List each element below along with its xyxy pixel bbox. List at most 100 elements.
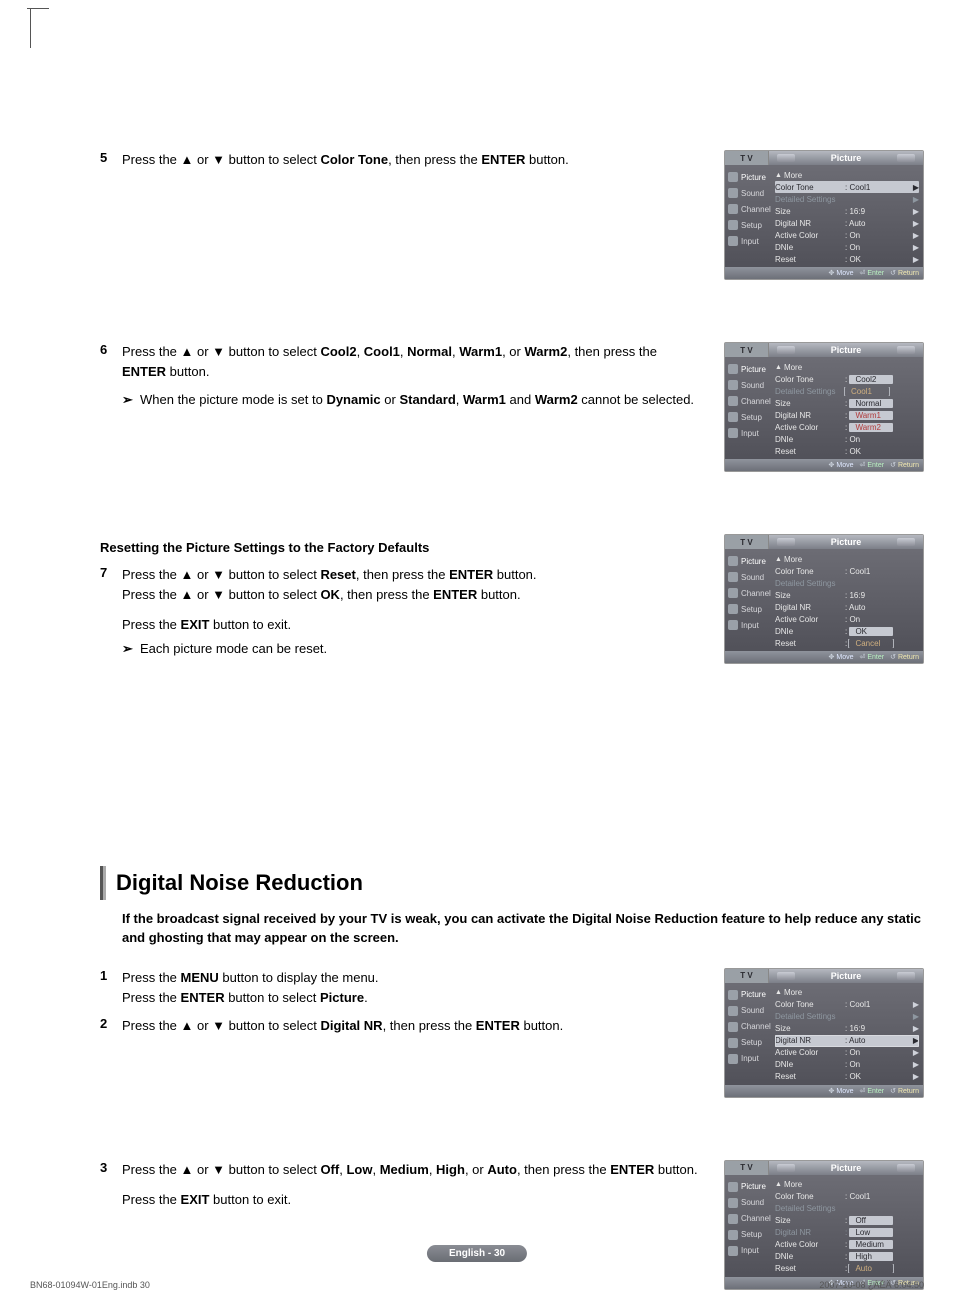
tv-more: ▲More (775, 361, 919, 373)
t: Press the (122, 970, 181, 985)
lbl: Detailed Settings (775, 1204, 843, 1213)
tv-row-detailed: Detailed Settings (775, 1203, 919, 1215)
tv-main: ▲More Color Tone: Cool1▶ Detailed Settin… (769, 983, 923, 1085)
val: : Off (843, 1216, 919, 1225)
t: Move (836, 1088, 853, 1095)
t: button. (525, 152, 568, 167)
tv-row-size: Size: Normal (775, 397, 919, 409)
tv-side-sound: Sound (727, 569, 767, 585)
input-icon (728, 620, 738, 630)
tv-row-active: Active Color: On▶ (775, 1047, 919, 1059)
tv-footer: ✥Move⏎Enter↺Return (725, 459, 923, 471)
channel-icon (728, 396, 738, 406)
t: Cool1 (364, 344, 400, 359)
t: Press the (122, 617, 181, 632)
foot-return: ↺Return (890, 1087, 919, 1095)
lbl: Size (775, 399, 843, 408)
foot-enter: ⏎Enter (860, 653, 885, 661)
val: : Cool2 (843, 375, 919, 384)
opt: OK (849, 627, 893, 636)
chevron-right-icon: ▶ (911, 1048, 919, 1057)
lbl: Input (741, 1054, 759, 1063)
tv-badge: T V (725, 343, 769, 357)
lbl: Active Color (775, 615, 843, 624)
t: button to display the menu. (219, 970, 379, 985)
tv-menu-4: T VPicture Picture Sound Channel Setup I… (724, 968, 924, 1098)
tv-row-reset: Reset: Auto (775, 1263, 919, 1275)
lbl: More (784, 171, 802, 180)
lbl: DNIe (775, 627, 843, 636)
up-caret-icon: ▲ (775, 989, 782, 996)
tv-row-active: Active Color: Warm2 (775, 421, 919, 433)
tv-title: Picture (769, 1161, 923, 1175)
lbl: Digital NR (775, 603, 843, 612)
val: : 16:9 (843, 207, 911, 216)
tv-side-input: Input (727, 425, 767, 441)
t: , then press the (388, 152, 481, 167)
step-7: 7 Press the ▲ or ▼ button to select Rese… (100, 565, 704, 605)
tv-row-size: Size: 16:9▶ (775, 1023, 919, 1035)
foot-move: ✥Move (829, 461, 854, 469)
tv-row-dnr: Digital NR: Auto▶ (775, 217, 919, 229)
t: Off (320, 1162, 339, 1177)
foot-move: ✥Move (829, 269, 854, 277)
lbl: Sound (741, 1006, 764, 1015)
lbl: Detailed Settings (775, 387, 843, 396)
t: Return (898, 462, 919, 469)
tv-row-reset: Reset: OK (775, 445, 919, 457)
picture-icon (728, 172, 738, 182)
lbl: Channel (741, 1214, 771, 1223)
section-intro: If the broadcast signal received by your… (122, 910, 924, 948)
setup-icon (728, 412, 738, 422)
lbl: Input (741, 1246, 759, 1255)
t: MENU (181, 970, 219, 985)
tv-side-channel: Channel (727, 585, 767, 601)
t: ENTER (481, 152, 525, 167)
val: : Cool1 (843, 567, 919, 576)
t: Warm1 (459, 344, 502, 359)
t: Dynamic (326, 392, 380, 407)
val: : Auto (843, 219, 911, 228)
tv-main: ▲More Color Tone: Cool2 Detailed Setting… (769, 357, 923, 459)
t: , or (465, 1162, 487, 1177)
tv-row-size: Size: Off (775, 1215, 919, 1227)
tv-row-dnie: DNIe: High (775, 1251, 919, 1263)
lbl: DNIe (775, 243, 843, 252)
tv-menu-1: T VPicture Picture Sound Channel Setup I… (724, 150, 924, 280)
sound-icon (728, 380, 738, 390)
lbl: Sound (741, 573, 764, 582)
note-arrow-icon: ➢ (122, 639, 140, 659)
lbl: Picture (741, 365, 766, 374)
t: , (372, 1162, 379, 1177)
t: ENTER (433, 587, 477, 602)
t: , then press the (517, 1162, 610, 1177)
picture-icon (728, 556, 738, 566)
tv-row-dnie: DNIe: On▶ (775, 1059, 919, 1071)
t: Move (836, 654, 853, 661)
opt: Auto (849, 1264, 893, 1273)
step-5-row: 5 Press the ▲ or ▼ button to select Colo… (100, 150, 924, 292)
val: : Auto (843, 1036, 911, 1045)
tv-row-detailed: Detailed Settings▶ (775, 1011, 919, 1023)
lbl: Sound (741, 381, 764, 390)
tv-row-active: Active Color: Medium (775, 1239, 919, 1251)
val: : Warm2 (843, 423, 919, 432)
lbl: Detailed Settings (775, 195, 843, 204)
lbl: Active Color (775, 231, 843, 240)
t: , or (502, 344, 524, 359)
t: Cool2 (320, 344, 356, 359)
up-caret-icon: ▲ (775, 556, 782, 563)
tv-sidebar: Picture Sound Channel Setup Input (725, 1175, 769, 1277)
sound-icon (728, 1198, 738, 1208)
step-7-exit: Press the EXIT button to exit. (122, 615, 704, 635)
setup-icon (728, 1038, 738, 1048)
channel-icon (728, 588, 738, 598)
val: : High (843, 1252, 919, 1261)
step-text: Press the ▲ or ▼ button to select Color … (122, 150, 704, 170)
t: Warm1 (463, 392, 506, 407)
tv-side-channel: Channel (727, 1019, 767, 1035)
up-caret-icon: ▲ (775, 364, 782, 371)
step-text: Press the ▲ or ▼ button to select Cool2,… (122, 342, 704, 382)
chevron-right-icon: ▶ (911, 1000, 919, 1009)
t: Move (836, 462, 853, 469)
